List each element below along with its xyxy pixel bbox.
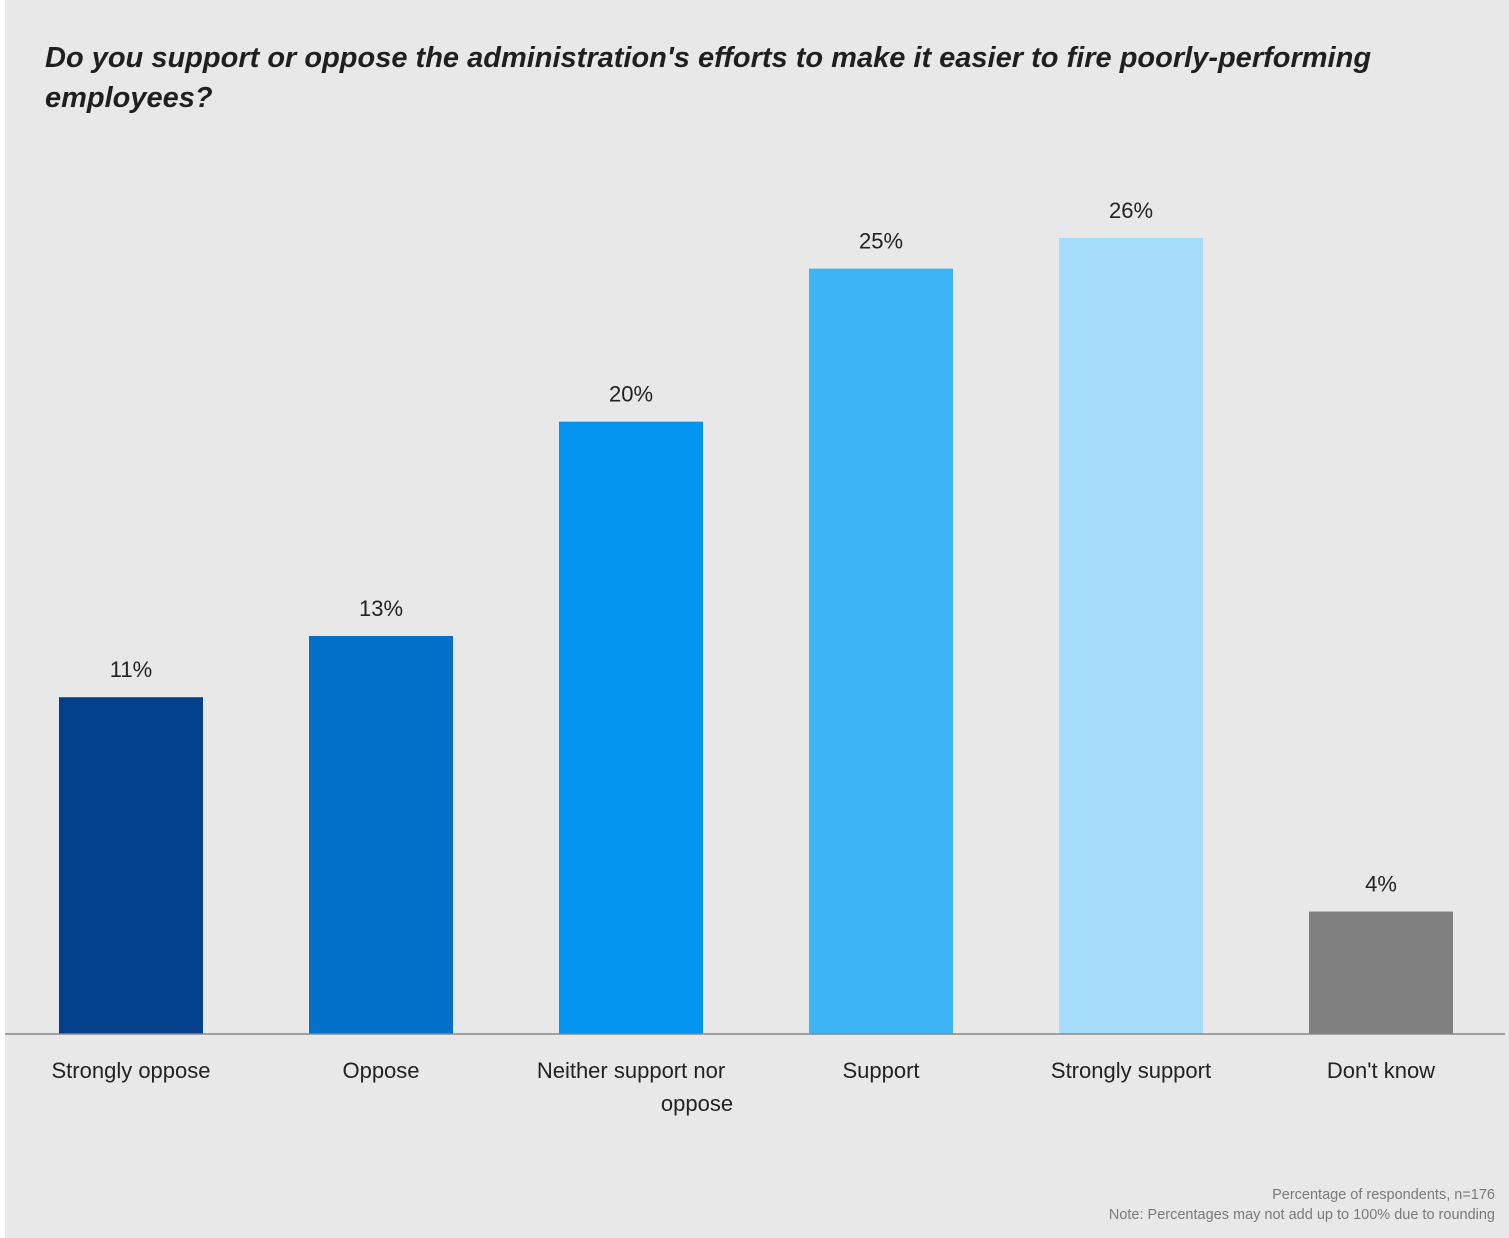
category-label: Don't know bbox=[1327, 1058, 1435, 1083]
chart-background bbox=[5, 0, 1509, 1238]
bar bbox=[559, 421, 703, 1034]
data-label: 20% bbox=[609, 382, 653, 407]
bar bbox=[309, 636, 453, 1034]
data-label: 25% bbox=[859, 229, 903, 254]
data-label: 13% bbox=[359, 596, 403, 621]
category-label: Support bbox=[842, 1058, 919, 1083]
data-label: 4% bbox=[1365, 872, 1397, 897]
data-label: 11% bbox=[110, 657, 152, 682]
category-label: Strongly support bbox=[1051, 1058, 1211, 1083]
chart-title: Do you support or oppose the administrat… bbox=[45, 42, 1372, 114]
category-label: Oppose bbox=[342, 1058, 419, 1083]
data-label: 26% bbox=[1109, 198, 1153, 223]
bar bbox=[1309, 911, 1453, 1034]
category-label: Neither support nor bbox=[537, 1058, 725, 1083]
footnote-sample: Percentage of respondents, n=176 bbox=[1272, 1187, 1495, 1203]
category-label: oppose bbox=[661, 1091, 733, 1116]
bar bbox=[809, 268, 953, 1035]
bar bbox=[59, 697, 203, 1034]
bar bbox=[1059, 238, 1203, 1034]
footnote-rounding: Note: Percentages may not add up to 100%… bbox=[1108, 1207, 1495, 1223]
category-label: Strongly oppose bbox=[52, 1058, 211, 1083]
